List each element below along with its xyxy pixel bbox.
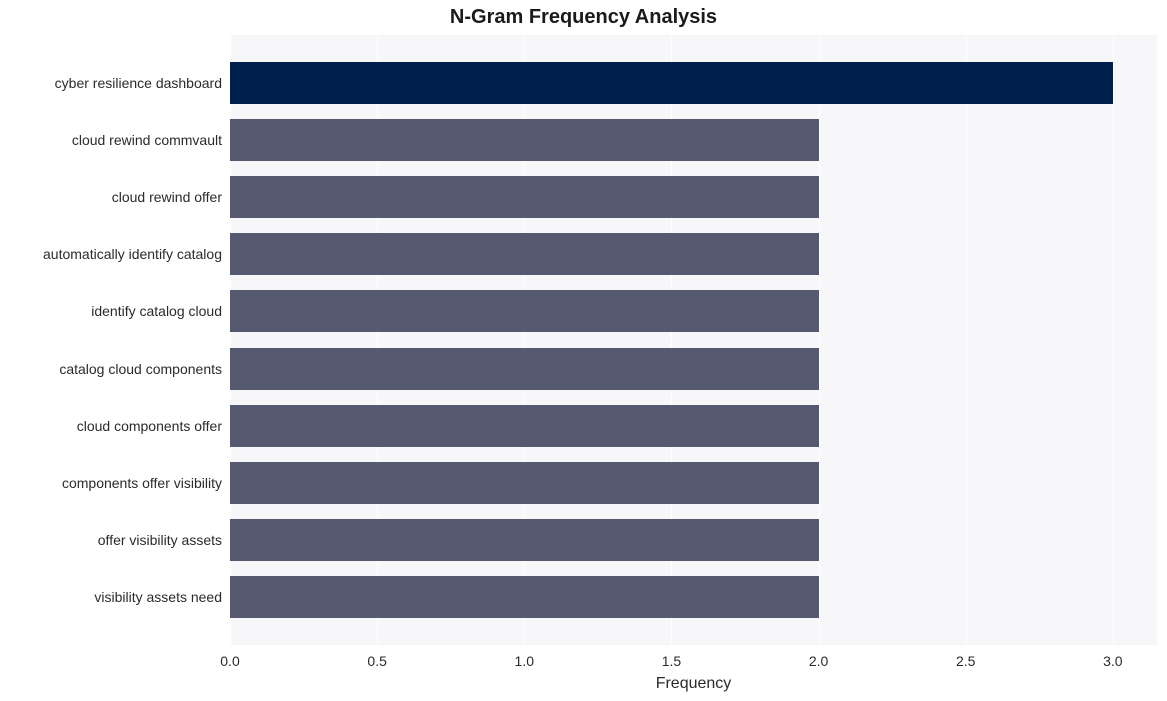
ngram-chart: N-Gram Frequency Analysis Frequency 0.0 0… [0, 0, 1167, 701]
y-tick-label: identify catalog cloud [91, 303, 222, 319]
x-tick-label: 1.0 [515, 653, 534, 669]
bar [230, 519, 819, 561]
bar [230, 119, 819, 161]
bar [230, 405, 819, 447]
bar [230, 290, 819, 332]
x-tick-label: 1.5 [662, 653, 681, 669]
y-tick-label: components offer visibility [62, 475, 222, 491]
chart-title: N-Gram Frequency Analysis [0, 6, 1167, 29]
grid-line [819, 35, 820, 645]
bar [230, 348, 819, 390]
x-tick-label: 2.5 [956, 653, 975, 669]
plot-area [230, 35, 1157, 645]
bar [230, 462, 819, 504]
x-axis-title: Frequency [230, 675, 1157, 693]
x-tick-label: 3.0 [1103, 653, 1122, 669]
y-tick-label: offer visibility assets [98, 532, 222, 548]
y-tick-label: visibility assets need [94, 589, 222, 605]
x-tick-label: 0.5 [367, 653, 386, 669]
y-tick-label: catalog cloud components [59, 361, 222, 377]
x-tick-label: 0.0 [220, 653, 239, 669]
bar [230, 176, 819, 218]
bar [230, 576, 819, 618]
bar [230, 233, 819, 275]
grid-line [966, 35, 967, 645]
x-tick-label: 2.0 [809, 653, 828, 669]
bar [230, 62, 1113, 104]
y-tick-label: cloud rewind commvault [72, 132, 222, 148]
y-tick-label: cloud rewind offer [112, 189, 222, 205]
y-tick-label: cloud components offer [77, 418, 222, 434]
y-tick-label: automatically identify catalog [43, 246, 222, 262]
y-tick-label: cyber resilience dashboard [55, 75, 222, 91]
grid-line [1113, 35, 1114, 645]
